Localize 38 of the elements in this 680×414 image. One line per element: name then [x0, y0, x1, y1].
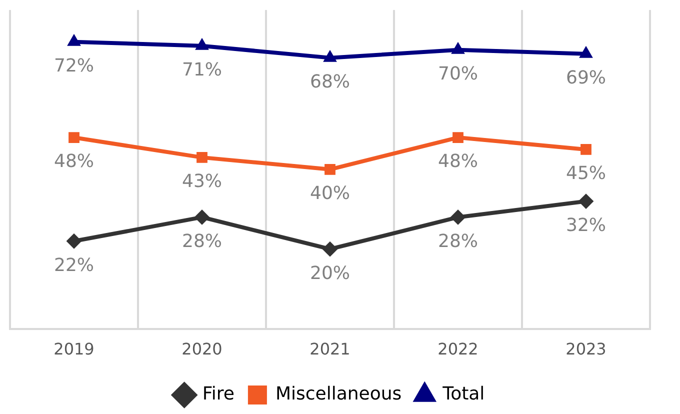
data-label: 20%	[310, 262, 350, 284]
point	[580, 144, 592, 155]
x-tick-label: 2022	[438, 340, 478, 359]
point	[451, 42, 465, 54]
legend-label: Miscellaneous	[275, 384, 402, 405]
legend-label: Fire	[202, 384, 234, 405]
data-label: 45%	[566, 163, 606, 184]
point	[450, 210, 466, 225]
point	[322, 242, 338, 257]
point	[195, 38, 209, 50]
point	[324, 164, 336, 175]
point	[68, 132, 80, 143]
data-label: 71%	[182, 60, 222, 81]
point	[452, 132, 464, 143]
x-tick-label: 2021	[310, 340, 350, 359]
point	[67, 34, 81, 46]
data-label: 28%	[182, 230, 222, 252]
data-label: 22%	[54, 254, 94, 276]
x-tick-label: 2019	[54, 340, 94, 359]
x-tick-label: 2020	[182, 340, 222, 359]
data-label: 70%	[438, 64, 478, 85]
data-label: 28%	[438, 230, 478, 252]
point	[579, 46, 593, 58]
point	[66, 234, 82, 249]
data-label: 40%	[310, 183, 350, 204]
data-label: 72%	[54, 56, 94, 77]
data-label: 48%	[438, 151, 478, 172]
point	[194, 210, 210, 225]
data-label: 69%	[566, 68, 606, 89]
point	[196, 152, 208, 163]
point	[323, 50, 337, 62]
data-label: 32%	[566, 214, 606, 236]
data-label: 48%	[54, 151, 94, 172]
legend-label: Total	[442, 384, 485, 405]
data-label: 43%	[182, 171, 222, 192]
x-tick-label: 2023	[566, 340, 606, 359]
data-label: 68%	[310, 71, 350, 92]
point	[578, 194, 594, 209]
